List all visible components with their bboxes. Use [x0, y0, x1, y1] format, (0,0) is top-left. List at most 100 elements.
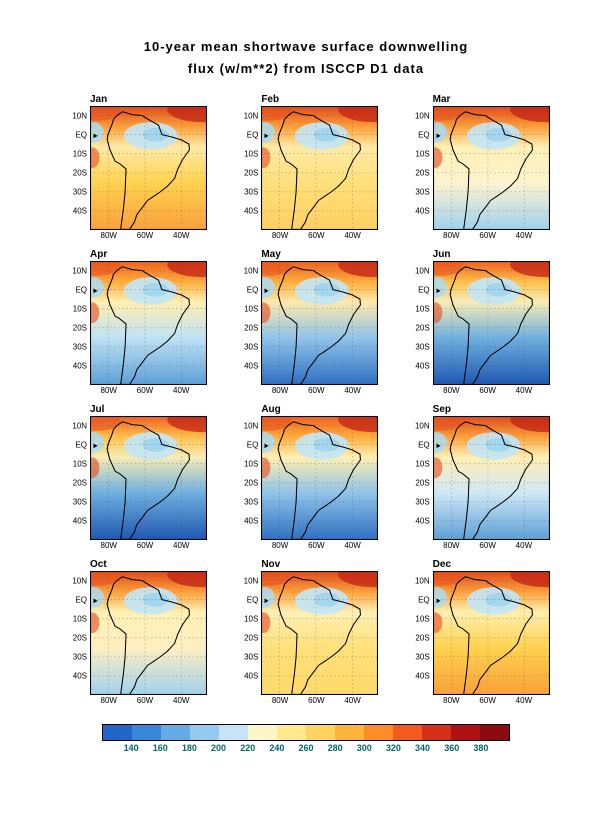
colorbar-tick-label: 280 [327, 743, 343, 754]
map-row: 10N EQ 10S 20S 30S 40S [404, 106, 550, 231]
month-label: Aug [261, 404, 281, 416]
month-panel: May 10N EQ 10S 20S 30S 40S 80W 60W 40W [232, 249, 379, 396]
station-marker [436, 443, 441, 449]
y-tick-label: 10N [414, 576, 430, 586]
y-tick-label: 30S [415, 342, 430, 352]
y-tick-label: EQ [246, 130, 259, 140]
month-label: Nov [261, 559, 281, 571]
itcz-low-flux-blob [90, 587, 105, 608]
x-tick-label: 60W [308, 386, 325, 396]
x-tick-label: 80W [271, 231, 289, 241]
itcz-low-flux-blob [432, 587, 447, 608]
y-tick-label: 40S [415, 206, 430, 216]
month-panel: Jun 10N EQ 10S 20S 30S 40S 80W 60W 40W [404, 249, 550, 396]
y-tick-label: 10S [415, 304, 430, 314]
high-flux-blob-nw [432, 571, 464, 587]
colorbar-segment [161, 725, 190, 741]
y-tick-label: 10S [72, 304, 87, 314]
y-tick-label: EQ [418, 440, 430, 450]
colorbar-segment [306, 725, 335, 741]
itcz-low-flux-blob [432, 277, 447, 298]
x-tick-label: 40W [344, 696, 361, 706]
y-tick-label: 40S [415, 516, 430, 526]
x-tick-label: 80W [271, 541, 289, 551]
x-tick-label: 80W [271, 386, 289, 396]
y-tick-label: 10N [72, 111, 87, 121]
y-tick-label: 10S [244, 149, 259, 159]
station-marker [264, 443, 269, 449]
south-america-coastline [449, 421, 533, 541]
y-tick-label: 20S [244, 323, 259, 333]
month-panel: Aug 10N EQ 10S 20S 30S 40S 80W 60W 40W [232, 404, 379, 551]
y-tick-label: 10S [72, 614, 87, 624]
high-flux-blob-ne [167, 261, 207, 278]
map-row: 10N EQ 10S 20S 30S 40S [61, 261, 207, 386]
x-tick-label: 80W [443, 696, 460, 706]
x-tick-label: 60W [479, 231, 496, 241]
x-axis-labels: 80W 60W 40W [90, 385, 207, 396]
map-frame [261, 416, 379, 541]
map-frame [432, 106, 550, 231]
colorbar-segment [103, 725, 132, 741]
colorbar-tick-label: 300 [356, 743, 372, 754]
month-panel: Jul 10N EQ 10S 20S 30S 40S 80W 60W 40W [61, 404, 207, 551]
coastal-high-flux-blob [261, 612, 271, 634]
y-tick-label: 30S [415, 187, 430, 197]
x-tick-label: 40W [515, 541, 533, 551]
month-label: Feb [261, 94, 280, 106]
x-tick-label: 40W [173, 696, 190, 706]
y-axis-labels: 10N EQ 10S 20S 30S 40S [232, 416, 261, 540]
x-tick-label: 60W [136, 386, 154, 396]
y-tick-label: 10N [243, 576, 259, 586]
x-tick-label: 60W [479, 386, 496, 396]
colorbar-tick-label: 380 [473, 743, 489, 754]
colorbar-tick-label: 180 [181, 743, 197, 754]
month-label: Sep [432, 404, 451, 416]
south-america-coastline [106, 576, 190, 696]
map-canvas [90, 261, 207, 386]
y-axis-labels: 10N EQ 10S 20S 30S 40S [404, 416, 433, 540]
high-flux-blob-nw [432, 106, 464, 122]
high-flux-blob-nw [261, 106, 292, 122]
y-tick-label: 20S [72, 323, 87, 333]
map-row: 10N EQ 10S 20S 30S 40S [232, 261, 379, 386]
y-tick-label: 10N [72, 266, 87, 276]
map-canvas [261, 416, 379, 541]
month-panel: Sep 10N EQ 10S 20S 30S 40S 80W 60W 40W [404, 404, 550, 551]
y-axis-labels: 10N EQ 10S 20S 30S 40S [61, 261, 90, 385]
figure-title: 10-year mean shortwave surface downwelli… [0, 36, 612, 80]
y-tick-label: 30S [72, 497, 87, 507]
itcz-low-flux-blob [261, 432, 276, 453]
station-marker [436, 288, 441, 294]
month-label: Dec [432, 559, 452, 571]
y-tick-label: 10S [72, 459, 87, 469]
high-flux-blob-nw [261, 261, 292, 277]
y-tick-label: 30S [415, 497, 430, 507]
map-frame [432, 571, 550, 696]
south-america-coastline [449, 266, 533, 386]
y-tick-label: 10N [243, 266, 259, 276]
map-canvas [90, 416, 207, 541]
high-flux-blob-ne [509, 416, 550, 433]
y-tick-label: 20S [244, 168, 259, 178]
amazon-low-flux-core [142, 128, 169, 142]
y-tick-label: 40S [244, 206, 259, 216]
map-frame [261, 106, 379, 231]
y-tick-label: 20S [415, 478, 430, 488]
map-frame [261, 261, 379, 386]
south-america-coastline [106, 421, 190, 541]
x-tick-label: 40W [344, 386, 361, 396]
y-tick-label: EQ [75, 130, 87, 140]
x-tick-label: 80W [443, 231, 460, 241]
month-panel: Feb 10N EQ 10S 20S 30S 40S 80W 60W 40W [232, 94, 379, 241]
y-axis-labels: 10N EQ 10S 20S 30S 40S [61, 106, 90, 230]
colorbar-segment [364, 725, 393, 741]
map-row: 10N EQ 10S 20S 30S 40S [404, 571, 550, 696]
x-tick-label: 40W [173, 231, 190, 241]
y-tick-label: 30S [244, 342, 259, 352]
x-tick-label: 40W [515, 386, 533, 396]
y-tick-label: EQ [418, 285, 430, 295]
map-canvas [432, 571, 550, 696]
y-axis-labels: 10N EQ 10S 20S 30S 40S [61, 571, 90, 695]
colorbar-labels: 140 160 180 200 220 240 260 280 300 320 340 360 380 [102, 743, 510, 757]
